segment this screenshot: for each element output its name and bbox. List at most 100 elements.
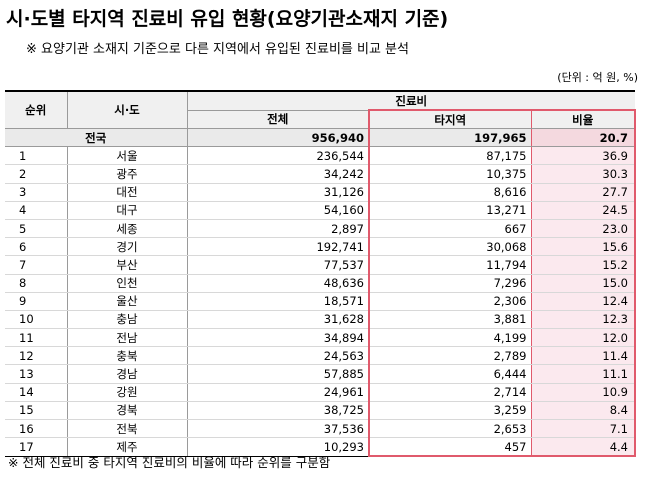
table-row: 9 울산 18,571 2,306 12.4: [5, 292, 636, 311]
other-region-cell: 2,714: [368, 383, 532, 402]
total-cell: 10,293: [187, 437, 369, 457]
ratio-cell: 7.1: [531, 419, 636, 439]
region-cell: 경기: [67, 237, 188, 257]
ratio-cell: 8.4: [531, 401, 636, 421]
rank-cell: 3: [5, 183, 68, 202]
national-ratio: 20.7: [531, 128, 636, 148]
other-region-cell: 667: [368, 219, 532, 239]
rank-cell: 4: [5, 201, 68, 220]
other-region-cell: 2,789: [368, 346, 532, 366]
other-region-cell: 3,881: [368, 310, 532, 330]
table-row: 14 강원 24,961 2,714 10.9: [5, 383, 636, 402]
other-region-cell: 8,616: [368, 183, 532, 202]
ratio-cell: 12.3: [531, 310, 636, 330]
total-cell: 236,544: [187, 146, 369, 166]
footnote: ※ 전체 진료비 중 타지역 진료비의 비율에 따라 순위를 구분함: [8, 455, 331, 470]
total-cell: 34,242: [187, 164, 369, 184]
rank-cell: 2: [5, 164, 68, 184]
ratio-cell: 11.4: [531, 346, 636, 366]
total-cell: 18,571: [187, 292, 369, 311]
total-cell: 34,894: [187, 328, 369, 348]
header-medical-cost: 진료비: [187, 91, 635, 111]
other-region-cell: 4,199: [368, 328, 532, 348]
total-cell: 57,885: [187, 364, 369, 384]
rank-cell: 7: [5, 255, 68, 275]
table-row: 10 충남 31,628 3,881 12.3: [5, 310, 636, 330]
region-cell: 대전: [67, 183, 188, 202]
rank-cell: 11: [5, 328, 68, 348]
table-row-national: 전국 956,940 197,965 20.7: [5, 128, 636, 148]
table-row: 2 광주 34,242 10,375 30.3: [5, 164, 636, 184]
total-cell: 37,536: [187, 419, 369, 439]
other-region-cell: 3,259: [368, 401, 532, 421]
ratio-cell: 36.9: [531, 146, 636, 166]
table-row: 17 제주 10,293 457 4.4: [5, 437, 636, 458]
rank-cell: 9: [5, 292, 68, 311]
header-ratio: 비율: [531, 109, 636, 129]
region-cell: 부산: [67, 255, 188, 275]
other-region-cell: 11,794: [368, 255, 532, 275]
other-region-cell: 2,653: [368, 419, 532, 439]
header-total: 전체: [187, 110, 369, 129]
region-cell: 경북: [67, 401, 188, 421]
table-row: 15 경북 38,725 3,259 8.4: [5, 401, 636, 421]
ratio-cell: 10.9: [531, 383, 636, 402]
other-region-cell: 457: [368, 437, 532, 458]
rank-cell: 5: [5, 219, 68, 239]
rank-cell: 1: [5, 146, 68, 166]
region-cell: 인천: [67, 274, 188, 293]
table-row: 7 부산 77,537 11,794 15.2: [5, 255, 636, 275]
other-region-cell: 30,068: [368, 237, 532, 257]
national-total: 956,940: [187, 128, 369, 148]
rank-cell: 13: [5, 364, 68, 384]
national-label: 전국: [5, 128, 188, 148]
national-other: 197,965: [368, 128, 532, 148]
table-row: 11 전남 34,894 4,199 12.0: [5, 328, 636, 348]
header-region: 시·도: [67, 91, 188, 129]
total-cell: 31,126: [187, 183, 369, 202]
ratio-cell: 15.2: [531, 255, 636, 275]
ratio-cell: 15.6: [531, 237, 636, 257]
rank-cell: 15: [5, 401, 68, 421]
header-other-region: 타지역: [368, 109, 532, 129]
ratio-cell: 23.0: [531, 219, 636, 239]
analysis-note: ※ 요양기관 소재지 기준으로 다른 지역에서 유입된 진료비를 비교 분석: [26, 42, 409, 57]
region-cell: 강원: [67, 383, 188, 402]
medical-cost-inflow-table: 순위 시·도 진료비 전체 타지역 비율 전국 956,940 197,965 …: [5, 90, 636, 458]
ratio-cell: 12.0: [531, 328, 636, 348]
table-row: 5 세종 2,897 667 23.0: [5, 219, 636, 239]
table-row: 8 인천 48,636 7,296 15.0: [5, 274, 636, 293]
table-row: 6 경기 192,741 30,068 15.6: [5, 237, 636, 257]
region-cell: 충북: [67, 346, 188, 366]
region-cell: 광주: [67, 164, 188, 184]
header-rank: 순위: [5, 91, 68, 129]
rank-cell: 6: [5, 237, 68, 257]
total-cell: 38,725: [187, 401, 369, 421]
ratio-cell: 30.3: [531, 164, 636, 184]
rank-cell: 14: [5, 383, 68, 402]
region-cell: 충남: [67, 310, 188, 330]
ratio-cell: 24.5: [531, 201, 636, 220]
rank-cell: 16: [5, 419, 68, 439]
table-row: 16 전북 37,536 2,653 7.1: [5, 419, 636, 439]
region-cell: 제주: [67, 437, 188, 457]
region-cell: 전남: [67, 328, 188, 348]
other-region-cell: 10,375: [368, 164, 532, 184]
ratio-cell: 12.4: [531, 292, 636, 311]
table-row: 13 경남 57,885 6,444 11.1: [5, 364, 636, 384]
other-region-cell: 2,306: [368, 292, 532, 311]
total-cell: 54,160: [187, 201, 369, 220]
unit-label: (단위 : 억 원, %): [557, 71, 638, 84]
rank-cell: 10: [5, 310, 68, 330]
region-cell: 전북: [67, 419, 188, 439]
ratio-cell: 27.7: [531, 183, 636, 202]
total-cell: 77,537: [187, 255, 369, 275]
table-row: 1 서울 236,544 87,175 36.9: [5, 146, 636, 166]
total-cell: 31,628: [187, 310, 369, 330]
total-cell: 24,563: [187, 346, 369, 366]
region-cell: 세종: [67, 219, 188, 239]
region-cell: 서울: [67, 146, 188, 166]
page-title: 시·도별 타지역 진료비 유입 현황(요양기관소재지 기준): [6, 8, 449, 30]
table-row: 3 대전 31,126 8,616 27.7: [5, 183, 636, 202]
table-row: 4 대구 54,160 13,271 24.5: [5, 201, 636, 220]
